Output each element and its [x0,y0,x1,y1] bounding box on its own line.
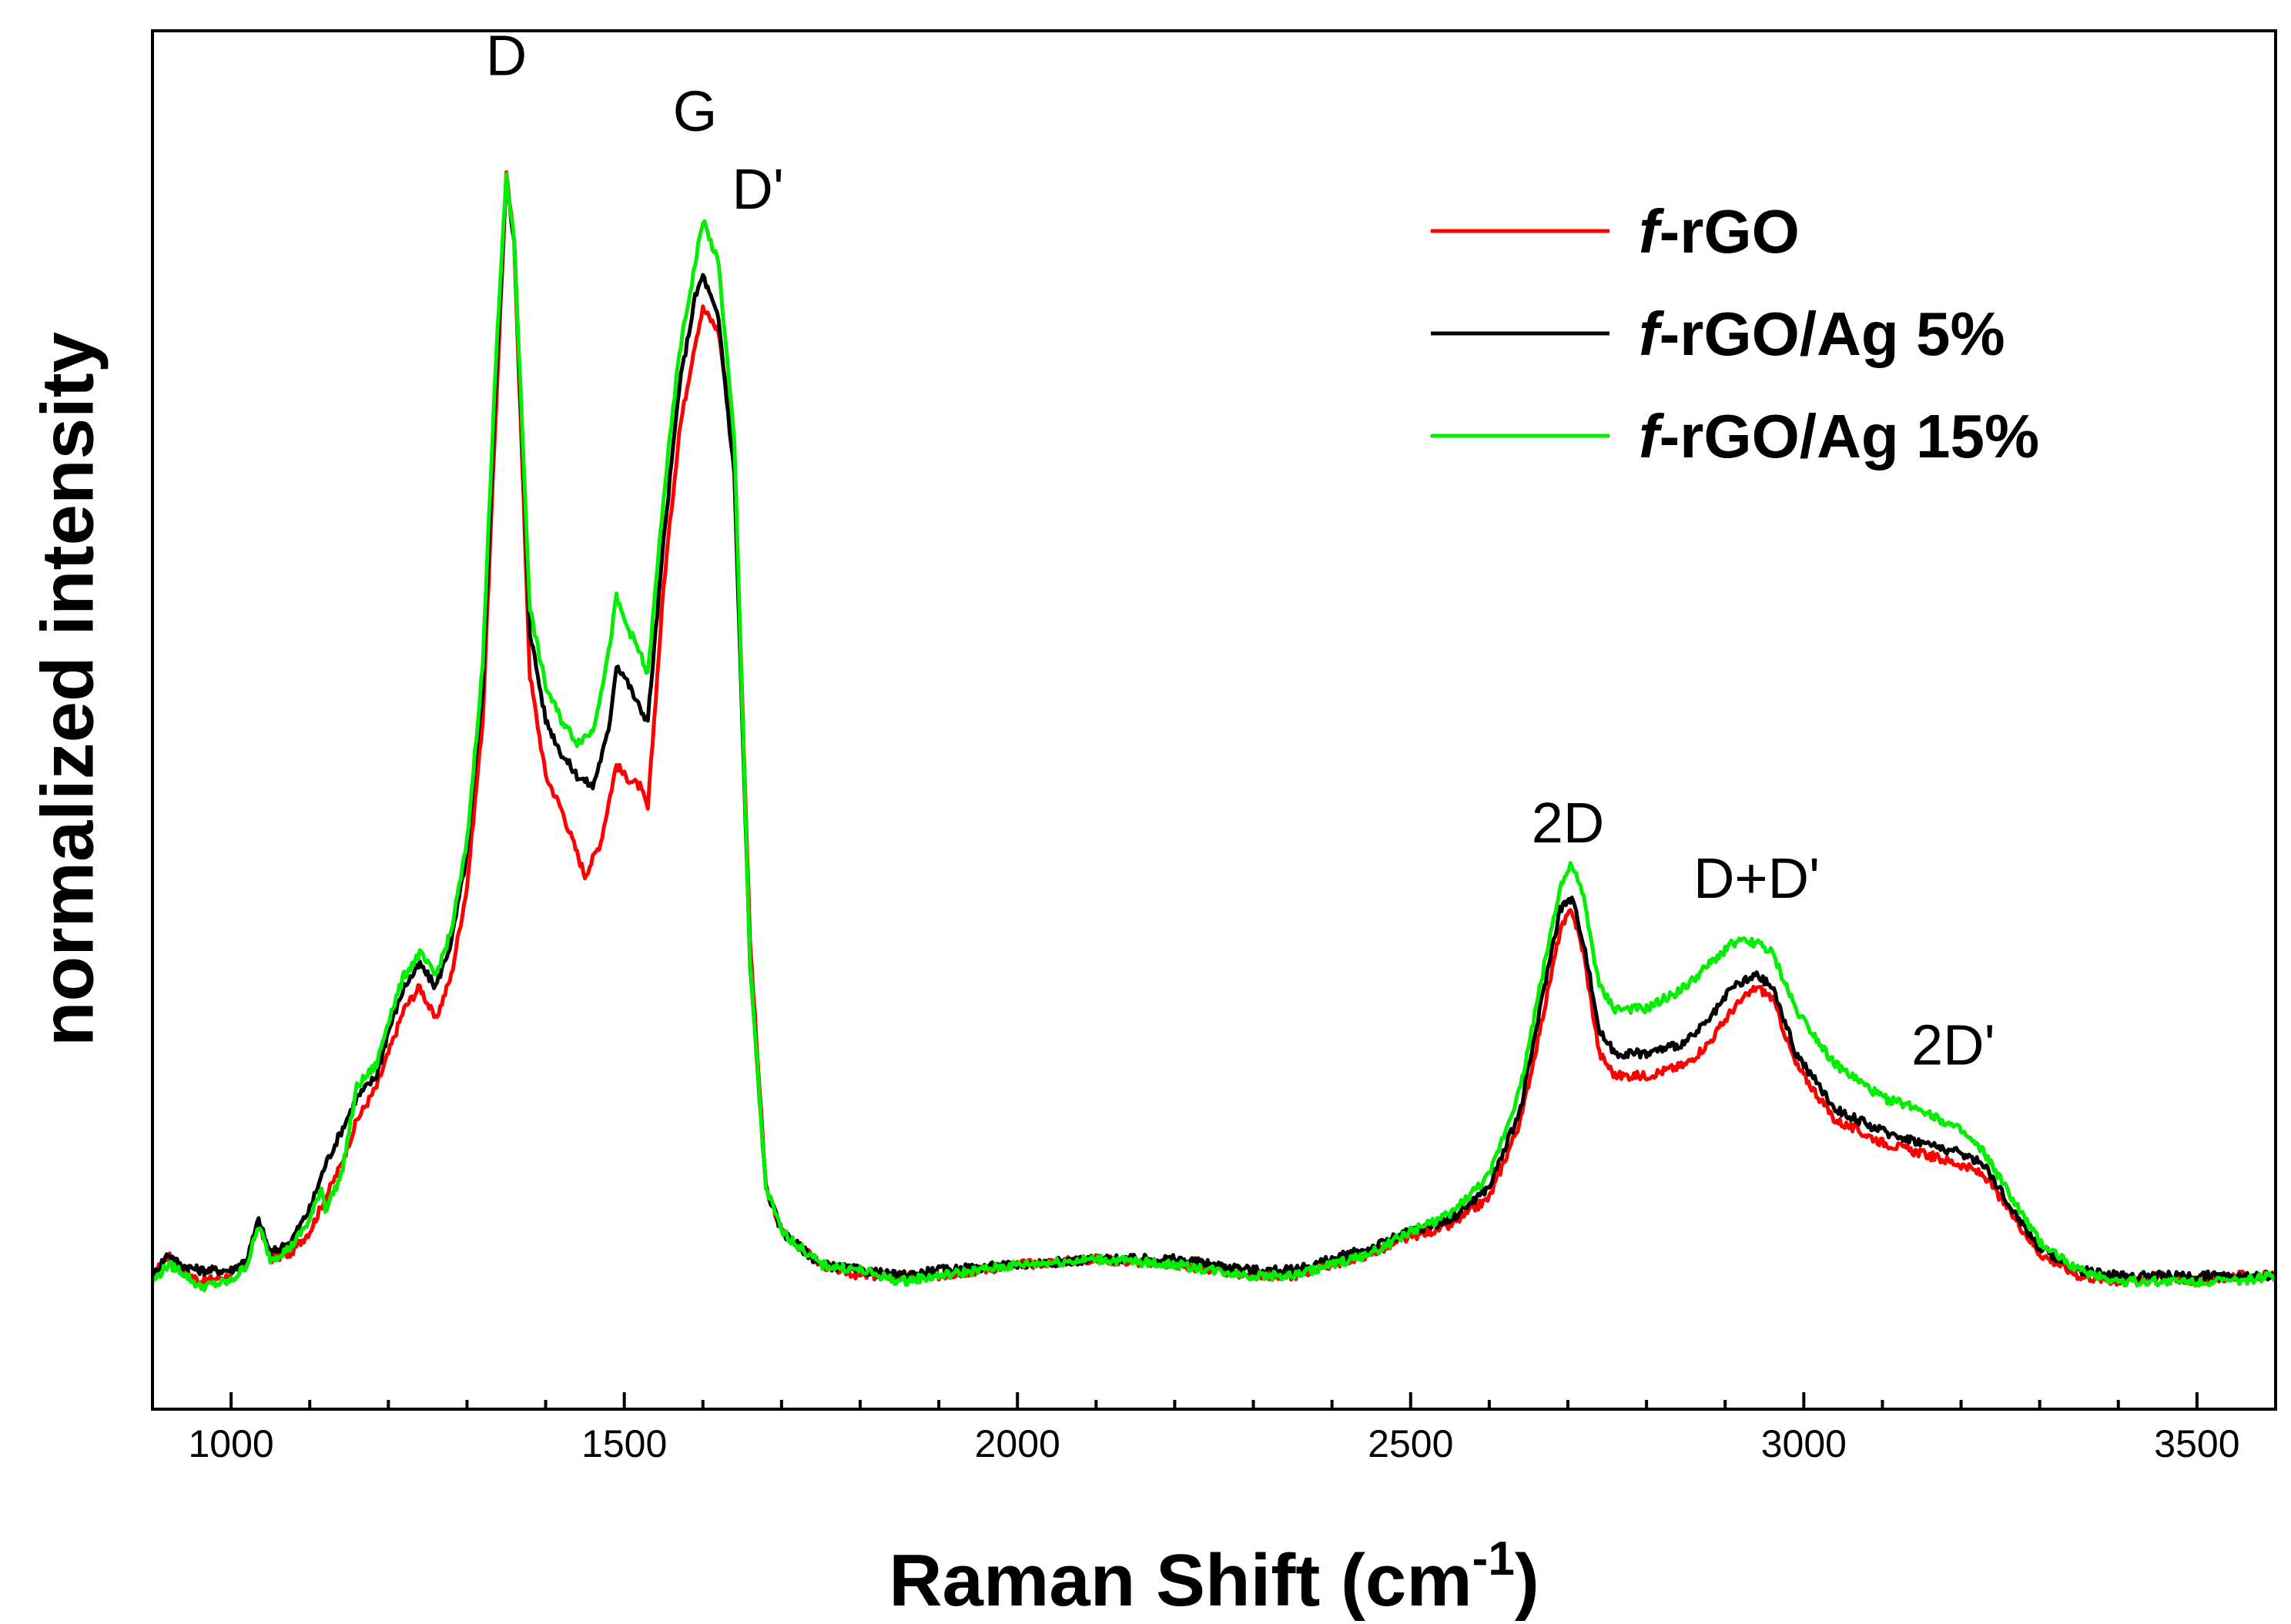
x-axis-title: Raman Shift (cm-1) [889,1532,1539,1622]
legend-label: f-rGO/Ag 5% [1639,300,2005,368]
series-line-3 [152,172,2276,1293]
legend-label: f-rGO [1639,197,1800,266]
peak-label: 2D' [1911,1013,1995,1077]
peak-label: 2D [1532,791,1605,855]
x-tick-label: 2000 [975,1422,1060,1465]
plot-area-frame [151,29,2277,1411]
legend-label: f-rGO/Ag 15% [1639,402,2039,470]
peak-label: G [673,79,718,143]
x-tick-label: 1000 [188,1422,273,1465]
peak-annotations: D GD' 2D D+D' 2D' [486,24,1995,1077]
series-layer [152,170,2276,1293]
y-axis-title: normalized intensity [26,332,109,1046]
peak-label: D [486,24,527,88]
x-axis-title-superscript: -1 [1472,1532,1515,1585]
x-axis-title-main: Raman Shift (cm [889,1539,1472,1622]
x-tick-label: 3500 [2154,1422,2239,1465]
legend: f-rGO f-rGO/Ag 5% f-rGO/Ag 15% [1431,197,2039,470]
x-tick-label: 2500 [1368,1422,1453,1465]
x-tick-label: 1500 [581,1422,667,1465]
x-tick-label: 3000 [1761,1422,1847,1465]
x-axis-title-close: ) [1515,1539,1539,1622]
peak-label: D' [732,157,784,221]
x-axis-ticks: 1000 1500 2000 2500 3000 3500 [188,1392,2277,1465]
peak-label: D+D' [1693,846,1820,910]
